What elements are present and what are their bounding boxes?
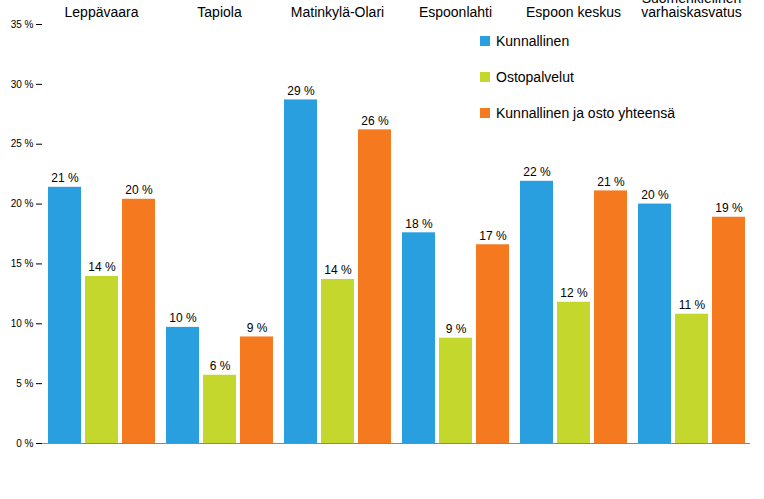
svg-text:Matinkylä-Olari: Matinkylä-Olari xyxy=(291,4,384,20)
svg-text:17 %: 17 % xyxy=(479,229,507,243)
svg-text:10 %: 10 % xyxy=(11,318,34,329)
svg-text:30 %: 30 % xyxy=(11,79,34,90)
svg-text:5 %: 5 % xyxy=(16,378,33,389)
svg-text:Leppävaara: Leppävaara xyxy=(65,4,139,20)
svg-text:Espoonlahti: Espoonlahti xyxy=(419,4,492,20)
svg-text:35 %: 35 % xyxy=(11,19,34,30)
svg-text:18 %: 18 % xyxy=(405,217,433,231)
svg-text:20 %: 20 % xyxy=(125,183,153,197)
svg-text:21 %: 21 % xyxy=(597,175,625,189)
svg-text:9 %: 9 % xyxy=(446,322,467,336)
svg-text:11 %: 11 % xyxy=(679,298,706,312)
html-text:Kunnallinen: Kunnallinen xyxy=(496,33,570,49)
svg-text:9 %: 9 % xyxy=(247,321,268,335)
svg-text:14 %: 14 % xyxy=(88,260,116,274)
svg-text:Espoon keskus: Espoon keskus xyxy=(526,4,621,20)
svg-text:6 %: 6 % xyxy=(210,359,231,373)
html-text:Ostopalvelut: Ostopalvelut xyxy=(496,69,574,85)
svg-text:22 %: 22 % xyxy=(523,165,551,179)
svg-text:19 %: 19 % xyxy=(715,201,743,215)
svg-text:15 %: 15 % xyxy=(11,258,34,269)
svg-text:12 %: 12 % xyxy=(560,286,588,300)
svg-text:29 %: 29 % xyxy=(287,84,315,98)
svg-text:10 %: 10 % xyxy=(169,311,197,325)
html-text:Kunnallinen ja osto yhteensä: Kunnallinen ja osto yhteensä xyxy=(496,105,675,121)
svg-text:25 %: 25 % xyxy=(11,138,34,149)
svg-text:0 %: 0 % xyxy=(16,438,33,449)
svg-text:21 %: 21 % xyxy=(51,171,79,185)
svg-text:20 %: 20 % xyxy=(11,198,34,209)
svg-text:Suomenkielinenvarhaiskasvatus: Suomenkielinenvarhaiskasvatus xyxy=(641,0,741,20)
svg-text:14 %: 14 % xyxy=(324,263,352,277)
svg-text:26 %: 26 % xyxy=(361,114,389,128)
svg-text:20 %: 20 % xyxy=(641,188,669,202)
svg-text:Tapiola: Tapiola xyxy=(197,4,242,20)
